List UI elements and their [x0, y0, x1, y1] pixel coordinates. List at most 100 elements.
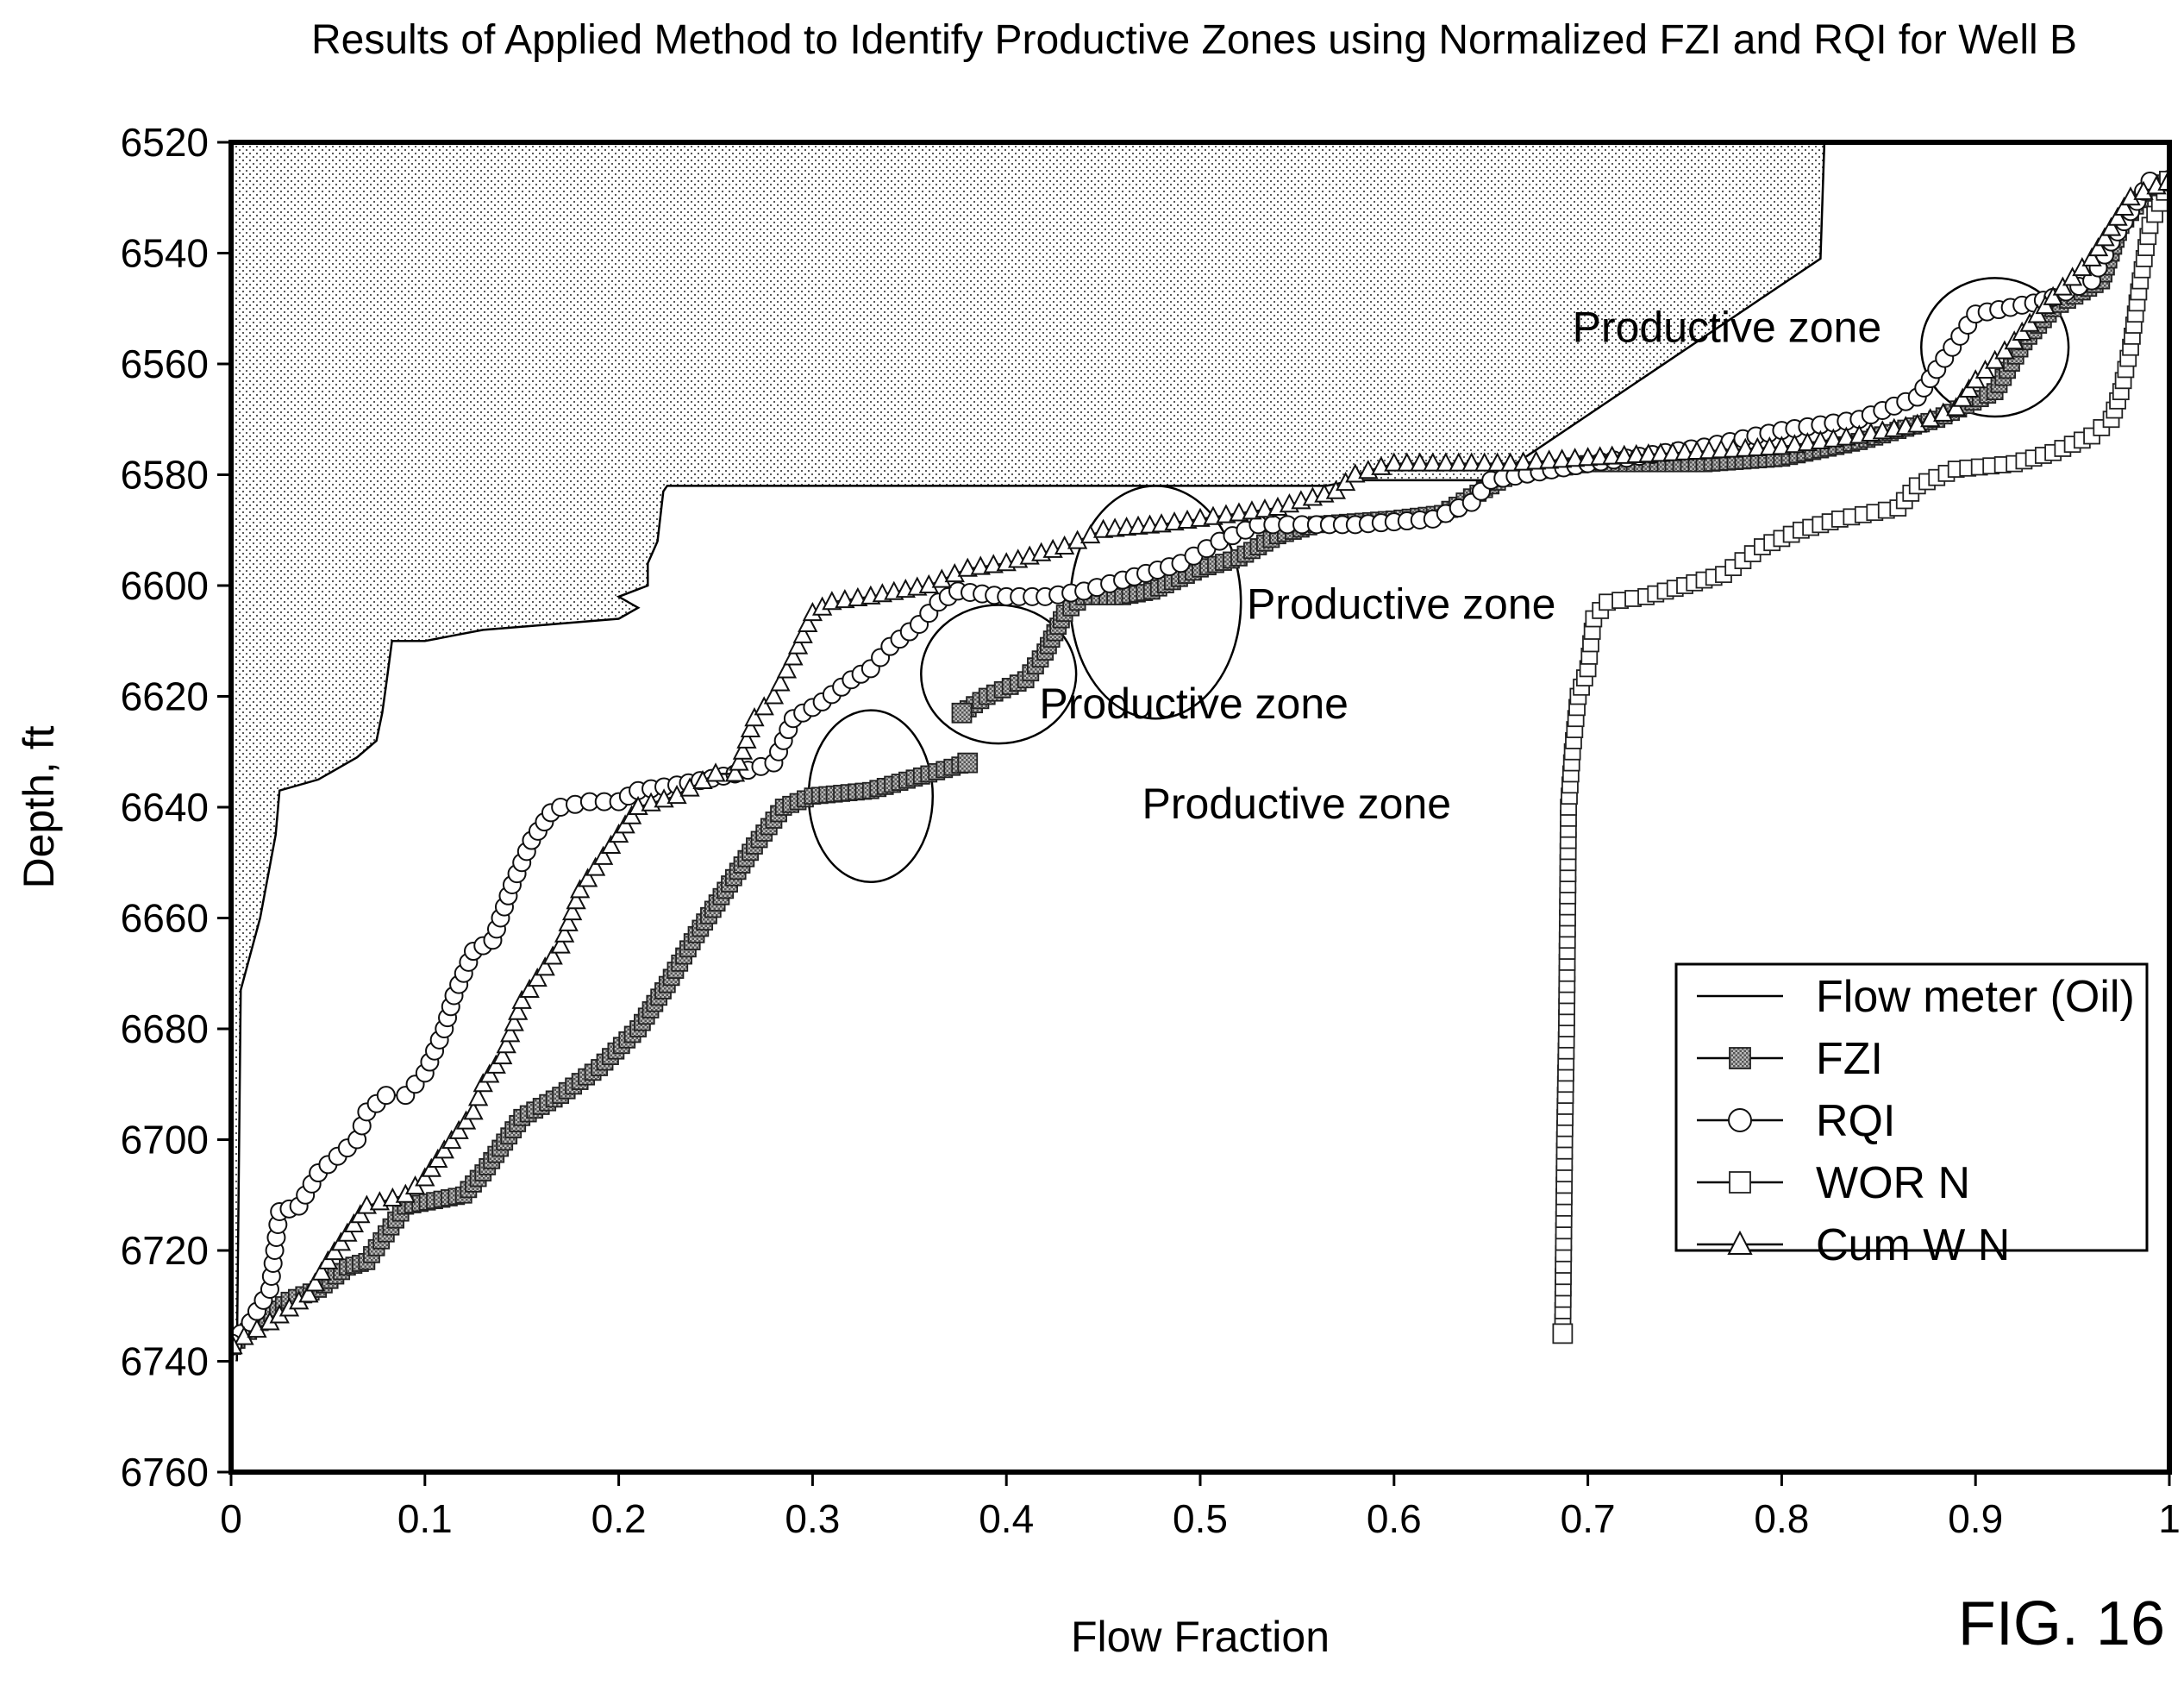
- y-axis: 6520 6540 6560 6580 6600 6620 6640 6660 6680 6700…: [121, 120, 231, 1495]
- data-point-end: [957, 752, 979, 774]
- series-cum-w-n: [231, 167, 2169, 1355]
- y-tick-label: 6520: [121, 120, 209, 165]
- data-point: [944, 563, 965, 583]
- y-tick-label: 6540: [121, 231, 209, 276]
- data-point: [783, 646, 804, 666]
- data-point: [415, 1167, 435, 1187]
- y-tick-label: 6740: [121, 1339, 209, 1384]
- data-point: [621, 805, 642, 824]
- data-point: [441, 1129, 462, 1150]
- data-point: [1461, 452, 1482, 472]
- data-point: [705, 762, 726, 782]
- y-tick-label: 6720: [121, 1228, 209, 1273]
- data-point: [1771, 436, 1793, 455]
- data-point: [970, 555, 991, 575]
- data-point: [957, 557, 978, 577]
- x-tick-label: 0.5: [1173, 1496, 1228, 1541]
- x-axis: 0 0.1 0.2 0.3 0.4 0.5 0.6 0.7 0.8 0.9 1: [220, 1472, 2181, 1541]
- x-tick-label: 0.4: [979, 1496, 1034, 1541]
- data-point: [2043, 285, 2063, 305]
- data-point: [1397, 452, 1417, 472]
- annotation-layer: Productive zone Productive zone Productive…: [1039, 303, 1881, 828]
- data-point: [1487, 452, 1508, 472]
- productive-zone-ellipse: [1920, 277, 2070, 418]
- y-tick-label: 6680: [121, 1006, 209, 1051]
- legend-marker: [1729, 1171, 1751, 1194]
- data-point: [542, 945, 563, 965]
- data-point: [500, 1023, 521, 1043]
- data-point: [2062, 266, 2083, 286]
- y-tick-label: 6600: [121, 563, 209, 608]
- data-point: [448, 1119, 469, 1139]
- data-point: [519, 978, 540, 999]
- x-tick-label: 0.1: [397, 1496, 453, 1541]
- data-point: [376, 1086, 396, 1106]
- data-point: [1959, 378, 1980, 398]
- data-point: [2087, 236, 2109, 257]
- data-point: [1538, 449, 1560, 469]
- data-point: [1410, 452, 1430, 472]
- data-point: [1836, 426, 1856, 446]
- data-point: [337, 1222, 358, 1242]
- data-point: [343, 1213, 365, 1233]
- data-point: [577, 868, 598, 887]
- data-point: [615, 814, 635, 834]
- data-point: [931, 568, 952, 588]
- data-point: [1784, 434, 1805, 454]
- data-point: [1564, 448, 1586, 467]
- data-point: [600, 834, 622, 854]
- data-point: [496, 1034, 516, 1054]
- data-point: [2052, 276, 2074, 296]
- data-point: [1067, 530, 1088, 549]
- y-tick-label: 6620: [121, 674, 209, 719]
- data-point: [508, 1000, 529, 1020]
- data-point: [732, 740, 754, 760]
- data-point: [1525, 450, 1547, 470]
- data-point: [792, 624, 813, 643]
- data-point: [550, 934, 571, 954]
- data-point: [1933, 402, 1954, 422]
- data-point: [1203, 505, 1223, 525]
- data-point: [2072, 257, 2093, 277]
- data-point: [479, 1063, 500, 1083]
- data-point: [311, 1261, 332, 1281]
- data-point: [1384, 452, 1405, 472]
- x-tick-label: 0.8: [1754, 1496, 1809, 1541]
- data-point: [1229, 502, 1249, 522]
- data-point: [1907, 413, 1928, 433]
- data-point: [983, 554, 1004, 573]
- data-point: [1151, 513, 1172, 533]
- data-point: [434, 1139, 454, 1159]
- data-point: [492, 1044, 513, 1065]
- annotation-productive-zone: Productive zone: [1573, 303, 1882, 351]
- data-point: [1190, 507, 1211, 527]
- data-point: [1177, 509, 1198, 530]
- flow-meter-area: [231, 142, 1824, 1362]
- data-point: [2107, 206, 2128, 226]
- data-point: [1823, 428, 1844, 448]
- data-point: [1255, 498, 1275, 518]
- data-point: [1242, 500, 1262, 520]
- data-point: [1164, 511, 1185, 531]
- data-point: [763, 685, 785, 705]
- data-point: [569, 879, 591, 899]
- data-point: [535, 956, 555, 976]
- data-point: [744, 707, 765, 727]
- data-point: [592, 845, 614, 865]
- data-point: [317, 1250, 339, 1269]
- data-point: [1079, 524, 1101, 544]
- legend-entry: Flow meter (Oil): [1816, 972, 2135, 1022]
- data-point: [770, 672, 791, 692]
- flow-meter-area-layer: [231, 142, 1826, 1362]
- data-point: [918, 573, 939, 593]
- x-tick-label: 0.2: [591, 1496, 647, 1541]
- legend-entry: Cum W N: [1816, 1220, 2010, 1270]
- x-tick-label: 0.9: [1948, 1496, 2003, 1541]
- data-point: [1952, 387, 1973, 407]
- data-point: [554, 923, 575, 943]
- data-point: [2133, 180, 2154, 200]
- data-point: [724, 762, 746, 782]
- data-point: [835, 588, 855, 609]
- flow-meter-line: [235, 142, 1826, 1362]
